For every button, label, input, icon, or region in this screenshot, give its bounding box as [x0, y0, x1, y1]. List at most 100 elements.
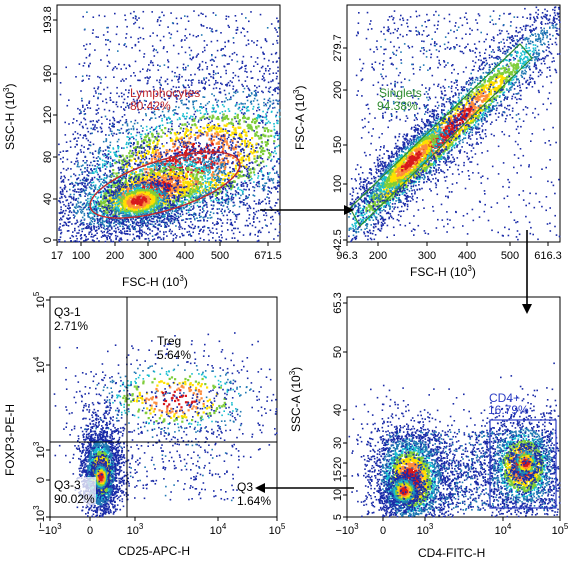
event-dot [172, 22, 174, 24]
event-dot [268, 190, 270, 192]
event-dot [84, 235, 86, 237]
event-dot [256, 211, 258, 213]
event-dot [182, 67, 184, 69]
event-dot [239, 197, 241, 199]
event-dot [178, 141, 180, 143]
event-dot [72, 183, 74, 185]
event-dot [263, 188, 265, 190]
event-dot [278, 57, 280, 59]
event-dot [245, 132, 247, 134]
event-dot [105, 134, 107, 136]
event-dot [146, 158, 148, 160]
event-dot [127, 239, 129, 241]
event-dot [216, 163, 218, 165]
event-dot [271, 23, 273, 25]
event-dot [161, 143, 163, 145]
event-dot [130, 159, 132, 161]
event-dot [105, 44, 107, 46]
event-dot [174, 213, 176, 215]
event-dot [222, 178, 224, 180]
event-dot [180, 226, 182, 228]
event-dot [244, 88, 246, 90]
event-dot [177, 67, 179, 69]
event-dot [229, 188, 231, 190]
event-dot [237, 188, 239, 190]
event-dot [248, 144, 250, 146]
event-dot [247, 140, 249, 142]
event-dot [122, 124, 124, 126]
event-dot [89, 43, 91, 45]
event-dot [259, 221, 261, 223]
event-dot [112, 69, 114, 71]
event-dot [96, 238, 98, 240]
event-dot [224, 168, 226, 170]
event-dot [150, 62, 152, 64]
event-dot [83, 146, 85, 148]
event-dot [245, 198, 247, 200]
event-dot [158, 236, 160, 238]
event-dot [260, 115, 262, 117]
event-dot [138, 38, 140, 40]
event-dot [276, 202, 278, 204]
event-dot [222, 146, 224, 148]
event-dot [134, 123, 136, 125]
event-dot [166, 142, 168, 144]
event-dot [226, 222, 228, 224]
event-dot [189, 54, 191, 56]
event-dot [188, 137, 190, 139]
event-dot [96, 232, 98, 234]
event-dot [84, 180, 86, 182]
event-dot [276, 76, 278, 78]
event-dot [87, 225, 89, 227]
event-dot [204, 83, 206, 85]
event-dot [243, 149, 245, 151]
event-dot [244, 140, 246, 142]
event-dot [161, 120, 163, 122]
event-dot [135, 228, 137, 230]
event-dot [212, 77, 214, 79]
event-dot [82, 173, 84, 175]
event-dot [211, 41, 213, 43]
event-dot [146, 153, 148, 155]
event-dot [200, 216, 202, 218]
event-dot [187, 122, 189, 124]
event-dot [185, 69, 187, 71]
event-dot [60, 206, 62, 208]
event-dot [109, 147, 111, 149]
event-dot [106, 102, 108, 104]
event-dot [183, 219, 185, 221]
event-dot [118, 148, 120, 150]
event-dot [176, 216, 178, 218]
event-dot [171, 80, 173, 82]
event-dot [121, 96, 123, 98]
event-dot [70, 240, 72, 242]
event-dot [78, 137, 80, 139]
event-dot [159, 156, 161, 158]
event-dot [233, 202, 235, 204]
event-dot [206, 132, 208, 134]
event-dot [131, 128, 133, 130]
event-dot [244, 35, 246, 37]
event-dot [135, 150, 137, 152]
event-dot [128, 162, 130, 164]
event-dot [195, 148, 197, 150]
event-dot [91, 185, 93, 187]
event-dot [250, 172, 252, 174]
event-dot [60, 209, 62, 211]
event-dot [110, 92, 112, 94]
event-dot [174, 150, 176, 152]
event-dot [59, 201, 61, 203]
event-dot [101, 131, 103, 133]
event-dot [77, 108, 79, 110]
event-dot [182, 214, 184, 216]
event-dot [254, 122, 256, 124]
event-dot [249, 90, 251, 92]
event-dot [241, 143, 243, 145]
event-dot [267, 122, 269, 124]
event-dot [87, 107, 89, 109]
event-dot [272, 219, 274, 221]
event-dot [69, 217, 71, 219]
event-dot [219, 239, 221, 241]
event-dot [251, 121, 253, 123]
event-dot [160, 136, 162, 138]
